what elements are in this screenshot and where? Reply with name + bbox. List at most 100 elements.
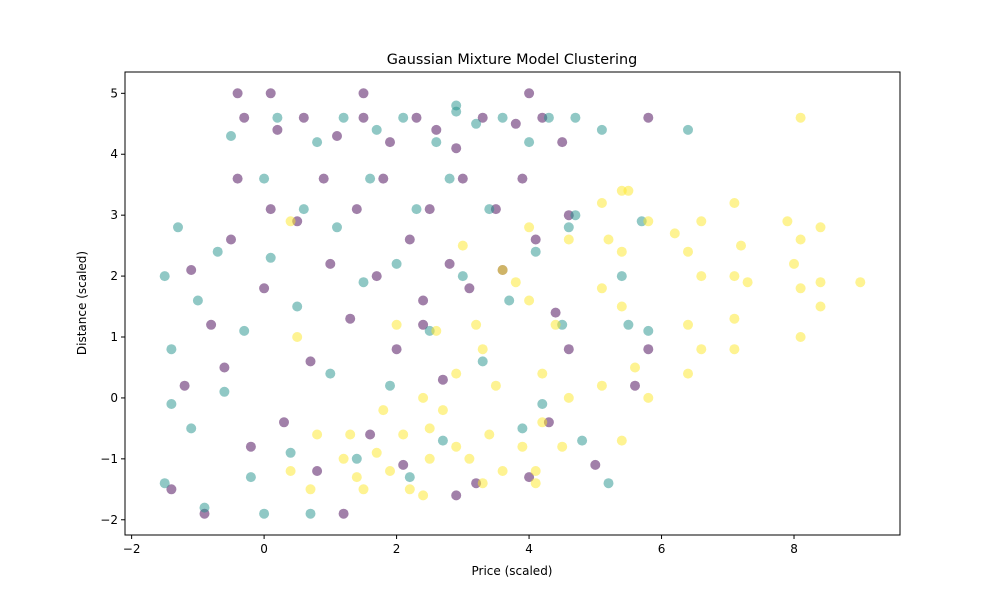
data-point (795, 112, 806, 123)
data-point (239, 325, 250, 336)
y-tick-label: 1 (110, 330, 118, 344)
data-point (411, 112, 422, 123)
data-point (457, 173, 468, 184)
data-point (524, 472, 535, 483)
data-point (795, 332, 806, 342)
x-axis: −2 0 2 4 6 8 (123, 535, 798, 556)
data-point (471, 319, 482, 330)
data-point (338, 453, 349, 464)
data-point (782, 216, 793, 227)
data-point (358, 88, 369, 99)
data-point (530, 246, 541, 257)
data-point (596, 283, 607, 294)
data-point (385, 466, 395, 476)
data-point (616, 246, 627, 257)
y-tick-label: 0 (110, 391, 118, 405)
data-point (186, 423, 197, 434)
data-point (603, 234, 614, 245)
data-point (490, 380, 501, 391)
data-point (259, 508, 270, 519)
data-point (530, 234, 541, 245)
data-point (444, 258, 455, 269)
data-point (219, 362, 230, 373)
data-point (550, 319, 561, 330)
data-point (437, 374, 448, 385)
data-point (517, 423, 528, 434)
data-point (570, 112, 581, 123)
plot-frame (124, 71, 901, 536)
data-point (365, 429, 376, 440)
data-point (166, 484, 177, 495)
data-point (332, 222, 342, 233)
data-point (464, 283, 475, 294)
data-point (596, 124, 607, 135)
y-tick-label: −1 (100, 452, 118, 466)
data-point (643, 392, 654, 403)
data-point (431, 325, 442, 336)
data-point (391, 258, 402, 269)
data-point (736, 240, 746, 251)
data-point (444, 173, 455, 184)
data-point (265, 88, 276, 99)
data-point (497, 466, 508, 476)
data-point (471, 118, 482, 129)
data-point (173, 222, 183, 233)
data-point (643, 216, 654, 227)
x-tick-label: 4 (525, 542, 533, 556)
data-point (643, 344, 654, 355)
data-point (325, 258, 336, 269)
data-point (418, 319, 429, 330)
data-point (245, 472, 256, 483)
data-point (795, 234, 806, 245)
data-point (265, 252, 276, 263)
data-point (464, 453, 475, 464)
data-point (696, 344, 707, 355)
data-point (517, 173, 528, 184)
data-point (616, 185, 627, 196)
data-point (398, 459, 409, 470)
data-point (179, 380, 190, 391)
data-point (510, 277, 521, 288)
data-point (358, 484, 369, 495)
data-point (524, 88, 535, 99)
data-point (524, 137, 535, 148)
data-point (530, 478, 541, 489)
data-point (192, 295, 203, 306)
y-tick-label: −2 (100, 513, 118, 527)
x-tick-label: 2 (393, 542, 401, 556)
data-point (404, 484, 415, 495)
data-point (391, 319, 402, 330)
data-point (451, 143, 462, 154)
y-axis-label: Distance (scaled) (75, 251, 89, 355)
data-point (623, 319, 634, 330)
data-point (424, 204, 435, 215)
data-point (537, 368, 548, 379)
x-tick-label: 8 (790, 542, 798, 556)
data-point (789, 258, 799, 269)
data-point (219, 386, 230, 397)
data-point (570, 210, 581, 221)
data-point (424, 453, 435, 464)
data-point (226, 234, 236, 245)
data-point (226, 131, 236, 141)
data-point (855, 277, 866, 288)
data-point (563, 344, 574, 355)
data-point (285, 447, 296, 458)
data-point (418, 490, 429, 501)
data-point (437, 435, 448, 446)
data-point (404, 234, 415, 245)
x-tick-label: −2 (123, 542, 141, 556)
data-point (312, 466, 323, 476)
data-point (504, 295, 515, 306)
data-point (451, 441, 462, 452)
data-point (524, 222, 535, 233)
data-point (398, 429, 409, 440)
data-point (292, 301, 303, 312)
data-point (484, 429, 495, 440)
data-point (385, 380, 395, 391)
data-point (683, 124, 693, 135)
data-point (332, 131, 342, 141)
y-axis: −2 −1 0 1 2 3 4 5 (100, 86, 125, 527)
data-point (510, 118, 521, 129)
